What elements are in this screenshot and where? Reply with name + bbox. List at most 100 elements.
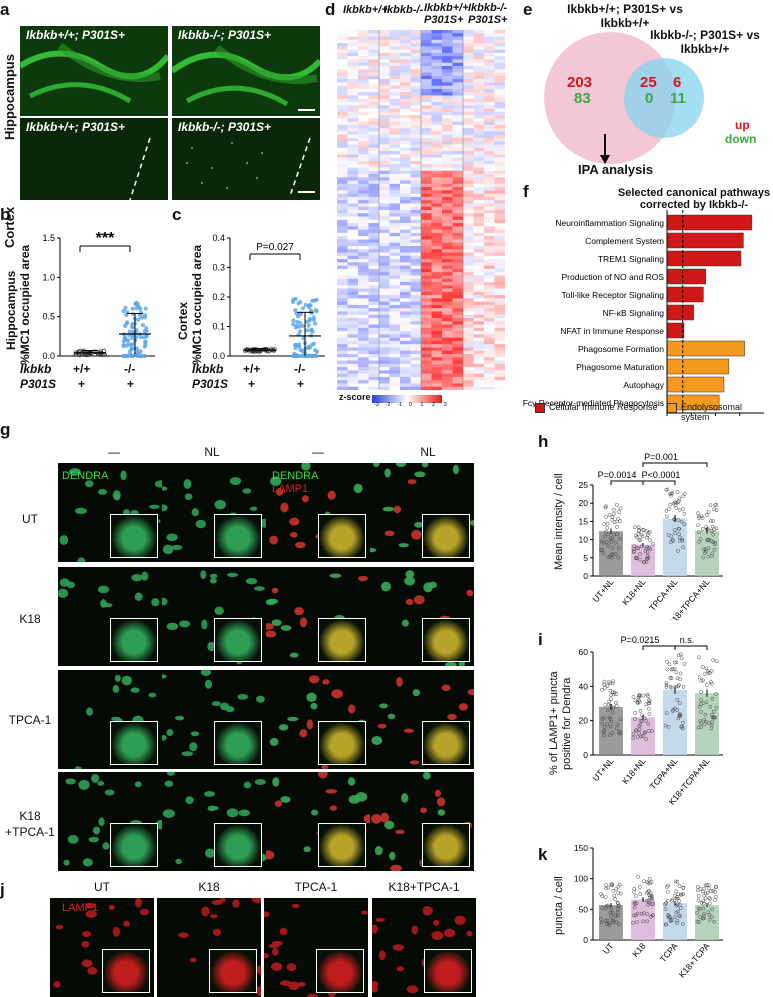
heatmap-cell bbox=[337, 340, 348, 345]
cell bbox=[189, 957, 197, 963]
heatmap-cell bbox=[337, 88, 348, 93]
heatmap-cell bbox=[463, 52, 474, 57]
heatmap-cell bbox=[442, 43, 453, 47]
panel-c-dot bbox=[293, 345, 298, 351]
cell bbox=[134, 898, 142, 908]
heatmap-cell bbox=[463, 62, 474, 67]
heatmap-cell bbox=[389, 157, 401, 162]
panel-k-dot bbox=[641, 919, 645, 924]
heatmap-cell bbox=[421, 272, 432, 276]
heatmap-cell bbox=[400, 210, 411, 214]
panel-k-ylabel: puncta / cell bbox=[553, 876, 565, 935]
heatmap-cell bbox=[410, 236, 422, 240]
heatmap-cell bbox=[431, 43, 443, 47]
heatmap-cell bbox=[421, 131, 432, 136]
heatmap-cell bbox=[442, 229, 453, 234]
cell bbox=[162, 674, 167, 679]
heatmap-cell bbox=[452, 170, 464, 175]
cell bbox=[327, 490, 336, 500]
heatmap-cell bbox=[494, 321, 505, 325]
panel-g-micrograph-r1-c3 bbox=[266, 463, 370, 562]
cell bbox=[149, 504, 160, 509]
heatmap-cell bbox=[421, 298, 432, 303]
heatmap-cell bbox=[400, 79, 411, 83]
heatmap-cell bbox=[463, 167, 474, 172]
heatmap-cell bbox=[431, 337, 443, 342]
panel-b-dot bbox=[142, 353, 147, 359]
heatmap-cell bbox=[410, 167, 422, 172]
heatmap-cell bbox=[484, 196, 495, 201]
heatmap-cell bbox=[473, 327, 485, 332]
heatmap-cell bbox=[431, 278, 443, 283]
panel-k-dot bbox=[612, 893, 617, 898]
panel-k-dot bbox=[702, 893, 706, 898]
panel-h-dot bbox=[613, 540, 618, 545]
heatmap-cell bbox=[452, 138, 464, 142]
panel-h-dot bbox=[697, 530, 701, 535]
heatmap-cell bbox=[379, 79, 390, 83]
panel-g-micrograph-r3-c4-inset bbox=[422, 721, 470, 765]
cell bbox=[411, 529, 422, 540]
panel-b-dot bbox=[137, 353, 143, 359]
heatmap-cell bbox=[431, 167, 443, 172]
heatmap-cell bbox=[347, 213, 359, 217]
heatmap-cell bbox=[442, 92, 453, 96]
heatmap-cell bbox=[484, 357, 495, 361]
heatmap-cell bbox=[473, 85, 485, 90]
heatmap-cell bbox=[421, 118, 432, 123]
heatmap-cell bbox=[400, 383, 411, 388]
heatmap-cell bbox=[494, 36, 505, 41]
panel-h-ylabel: Mean intensity / cell bbox=[553, 473, 565, 570]
heatmap-cell bbox=[473, 236, 485, 240]
panel-b-g2-wt: + bbox=[78, 377, 86, 391]
heatmap-cell bbox=[337, 39, 348, 44]
panel-i-dot bbox=[682, 662, 687, 666]
panel-i-dot bbox=[699, 702, 703, 706]
heatmap-cell bbox=[452, 49, 464, 54]
heatmap-cell bbox=[442, 56, 453, 60]
panel-h-dot bbox=[610, 555, 615, 560]
heatmap-cell bbox=[421, 180, 432, 185]
heatmap-cell bbox=[400, 30, 411, 34]
cell bbox=[242, 488, 252, 494]
heatmap-cell bbox=[379, 367, 390, 371]
panel-h-bar bbox=[663, 518, 687, 576]
heatmap-cell bbox=[389, 288, 401, 293]
heatmap-cell bbox=[389, 376, 401, 381]
heatmap-cell bbox=[358, 59, 369, 64]
panel-c-g1-ko: -/- bbox=[294, 362, 306, 376]
panel-k-dot bbox=[678, 903, 682, 908]
panel-h-ytick-label: 10 bbox=[579, 535, 589, 545]
heatmap-cell bbox=[421, 39, 432, 44]
heatmap-cell bbox=[463, 92, 474, 96]
heatmap-cell bbox=[463, 196, 474, 201]
heatmap-cell bbox=[368, 174, 380, 178]
panel-i-dot bbox=[677, 701, 682, 705]
panel-j-micrograph-3 bbox=[264, 898, 368, 997]
heatmap-cell bbox=[463, 298, 474, 303]
heatmap-cell bbox=[347, 242, 359, 247]
heatmap-cell bbox=[368, 82, 380, 87]
cell bbox=[84, 480, 94, 488]
cell bbox=[210, 914, 218, 919]
heatmap-cell bbox=[421, 347, 432, 352]
heatmap-cell bbox=[368, 49, 380, 54]
panel-i-dot bbox=[611, 679, 615, 684]
panel-c-dot bbox=[245, 347, 250, 352]
heatmap-cell bbox=[379, 59, 390, 64]
heatmap-cell bbox=[484, 118, 495, 123]
heatmap-cell bbox=[473, 154, 485, 159]
heatmap-cell bbox=[463, 295, 474, 299]
heatmap-cell bbox=[473, 308, 485, 312]
panel-h-dot bbox=[712, 542, 717, 547]
heatmap-cell bbox=[463, 278, 474, 283]
cell bbox=[361, 910, 368, 915]
panel-k-dot bbox=[703, 891, 708, 896]
heatmap-cell bbox=[421, 203, 432, 208]
heatmap-cell bbox=[473, 30, 485, 34]
heatmap-cell bbox=[400, 278, 411, 283]
heatmap-cell bbox=[442, 301, 453, 306]
heatmap-cell bbox=[358, 141, 369, 145]
heatmap-cell bbox=[358, 46, 369, 51]
